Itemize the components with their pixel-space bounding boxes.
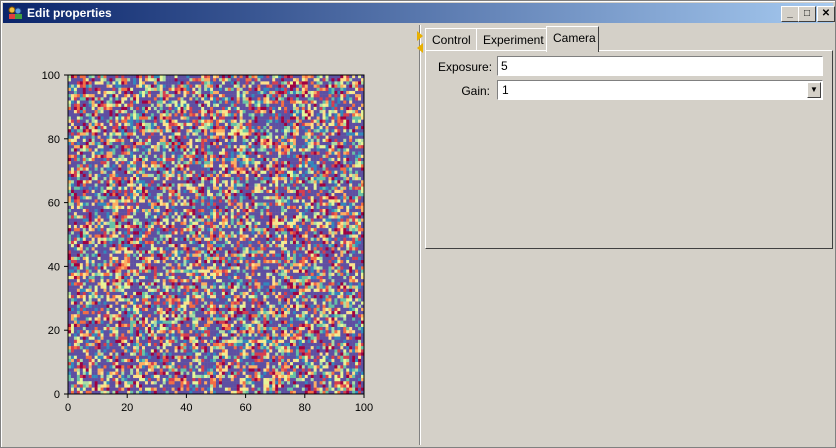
tab-camera[interactable]: Camera <box>546 26 599 52</box>
maximize-button[interactable]: □ <box>798 6 816 22</box>
dropdown-arrow-icon[interactable]: ▼ <box>807 82 821 98</box>
close-icon: ✕ <box>821 8 831 19</box>
y-tick-label: 0 <box>54 389 60 401</box>
camera-panel: Exposure: Gain: 1 ▼ <box>425 50 833 249</box>
tab-control[interactable]: Control <box>425 28 477 50</box>
y-axis: 0 20 40 60 80 100 <box>42 70 68 401</box>
app-icon <box>8 6 22 19</box>
minimize-button[interactable]: _ <box>781 6 799 22</box>
exposure-input[interactable] <box>497 56 823 76</box>
gain-label: Gain: <box>461 84 490 98</box>
x-tick-label: 100 <box>355 402 373 414</box>
heatmap-cells <box>68 75 365 395</box>
y-tick-label: 100 <box>42 70 60 82</box>
x-axis: 0 20 40 60 80 100 <box>65 394 373 414</box>
y-tick-label: 20 <box>48 325 60 337</box>
minimize-icon: _ <box>787 8 793 19</box>
heatmap-plot: 0 20 40 60 80 100 0 20 40 60 80 100 <box>42 70 374 414</box>
x-tick-label: 0 <box>65 402 71 414</box>
exposure-label: Exposure: <box>438 60 493 74</box>
collapse-arrows-icon[interactable] <box>415 29 423 53</box>
gain-selected-value: 1 <box>502 83 509 97</box>
window-title: Edit properties <box>27 6 112 20</box>
maximize-icon: □ <box>803 8 811 19</box>
tab-experiment[interactable]: Experiment <box>476 28 547 50</box>
y-tick-label: 80 <box>48 134 60 146</box>
splitter-handle[interactable] <box>419 25 421 445</box>
y-tick-label: 40 <box>48 261 60 273</box>
x-tick-label: 80 <box>299 402 311 414</box>
close-button[interactable]: ✕ <box>817 6 835 22</box>
title-bar[interactable]: Edit properties _ □ ✕ <box>3 3 835 23</box>
x-tick-label: 40 <box>180 402 192 414</box>
plot-frame <box>67 74 365 395</box>
x-tick-label: 20 <box>121 402 133 414</box>
gain-select[interactable]: 1 ▼ <box>497 80 823 100</box>
x-tick-label: 60 <box>239 402 251 414</box>
y-tick-label: 60 <box>48 198 60 210</box>
